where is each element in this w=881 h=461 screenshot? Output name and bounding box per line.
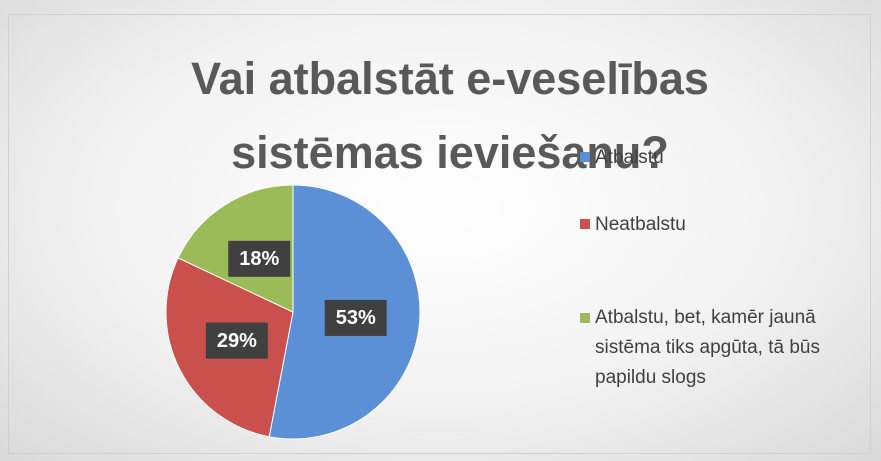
chart-frame — [8, 14, 871, 454]
legend-label: Neatbalstu — [595, 214, 686, 235]
data-label: 18% — [239, 248, 279, 270]
legend-label: Atbalstu — [595, 147, 664, 168]
legend-item: Neatbalstu — [580, 210, 870, 240]
chart-title: Vai atbalstāt e-veselības sistēmas ievie… — [191, 53, 709, 178]
data-label-box — [205, 322, 268, 359]
legend-item: Atbalstu — [580, 143, 870, 173]
legend-label: Atbalstu, bet, kamēr jaunā sistēma tiks … — [595, 307, 820, 388]
legend-item: Atbalstu, bet, kamēr jaunā sistēma tiks … — [580, 303, 870, 393]
data-label-box — [228, 240, 291, 277]
legend-swatch — [580, 313, 590, 323]
data-label: 53% — [336, 307, 376, 329]
data-label: 29% — [217, 330, 257, 352]
legend-swatch — [580, 152, 590, 162]
legend-swatch — [580, 219, 590, 229]
data-label-box — [324, 299, 387, 336]
